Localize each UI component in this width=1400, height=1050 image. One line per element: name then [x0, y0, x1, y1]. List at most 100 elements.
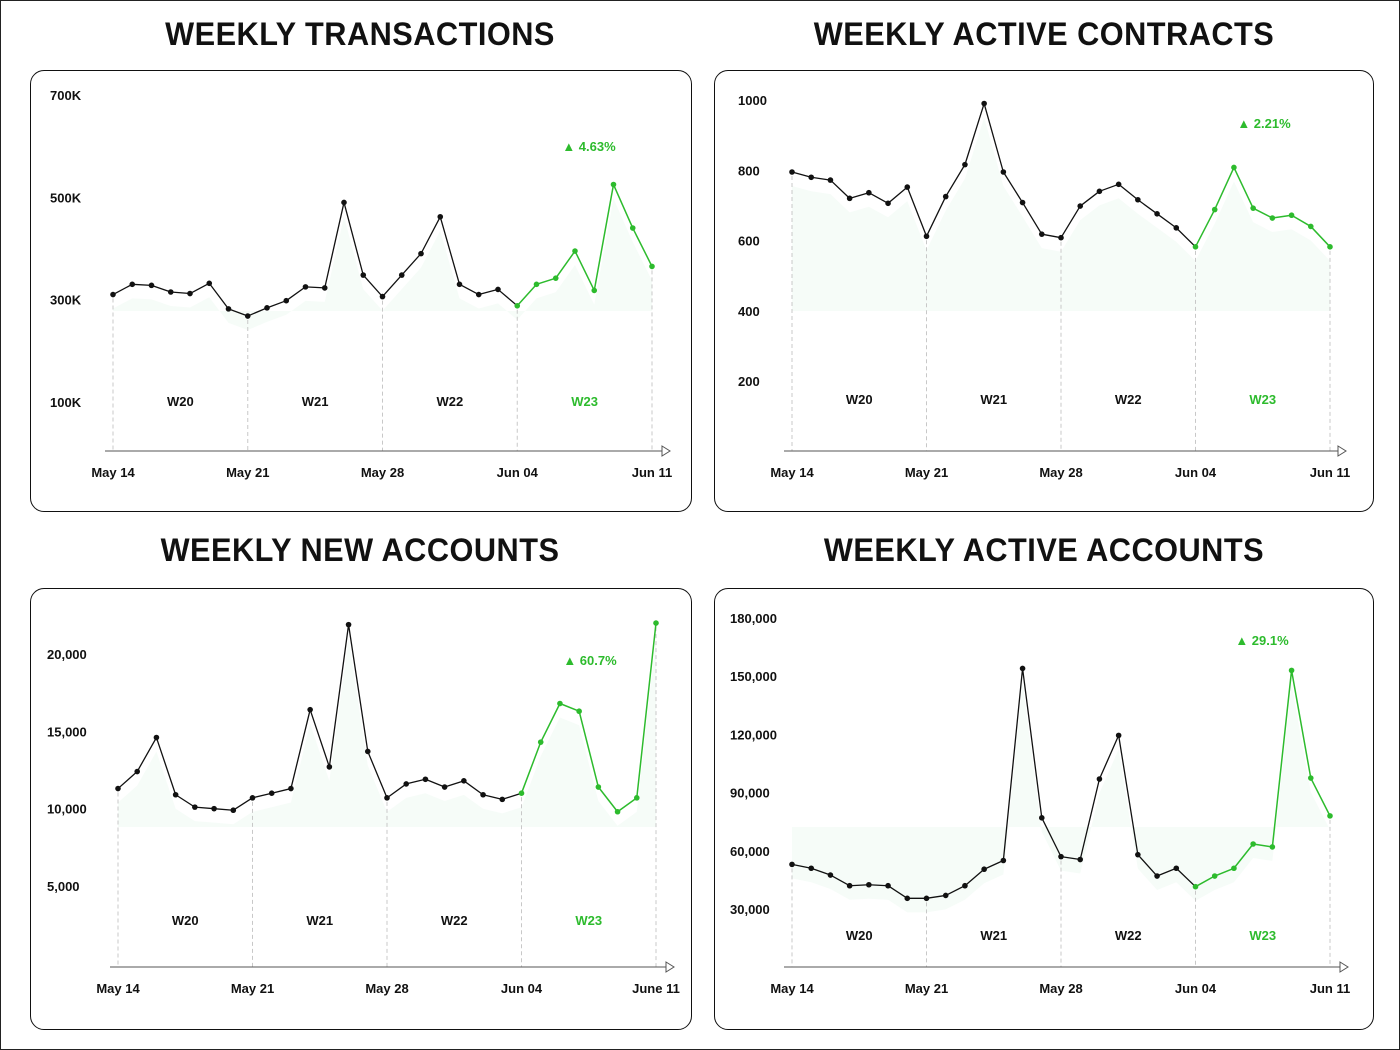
x-tick-label: May 14 — [770, 465, 814, 480]
data-point — [629, 225, 636, 231]
data-point — [326, 764, 333, 770]
x-tick-label: Jun 11 — [1310, 981, 1350, 996]
data-point — [1077, 203, 1084, 209]
data-point — [110, 291, 116, 298]
week-label: W22 — [437, 394, 464, 409]
week-label: W20 — [167, 394, 194, 409]
x-tick-label: Jun 11 — [632, 465, 672, 480]
data-point — [206, 280, 213, 287]
data-point — [268, 790, 275, 796]
data-point — [264, 305, 270, 311]
data-point — [283, 297, 290, 304]
data-point — [1307, 223, 1314, 230]
data-point — [456, 281, 463, 288]
data-point — [230, 807, 237, 814]
change-percent-label: ▲ 60.7% — [563, 653, 617, 668]
data-point — [480, 791, 486, 798]
y-tick-label: 500K — [50, 190, 82, 205]
x-tick-label: May 14 — [91, 465, 135, 480]
week-label: W23 — [571, 394, 598, 409]
data-point — [591, 287, 598, 294]
data-point — [885, 882, 891, 889]
x-tick-label: May 21 — [905, 981, 948, 996]
data-point — [1135, 196, 1141, 203]
data-point — [808, 865, 815, 872]
x-tick-label: Jun 04 — [1175, 981, 1217, 996]
data-point — [557, 700, 563, 707]
week-label: W20 — [846, 928, 873, 943]
series-line — [117, 623, 522, 811]
x-axis-arrow-icon — [1337, 445, 1347, 457]
data-point — [595, 784, 602, 790]
data-point — [1135, 851, 1141, 858]
series-line-highlight — [1194, 166, 1331, 248]
data-point — [1115, 732, 1122, 739]
data-point — [572, 248, 578, 254]
x-tick-label: May 28 — [1039, 465, 1082, 480]
change-percent-label: ▲ 29.1% — [1235, 633, 1289, 648]
data-point — [225, 306, 232, 312]
week-label: W21 — [980, 928, 1007, 943]
data-point — [1192, 883, 1199, 890]
series-line-highlight — [516, 183, 653, 307]
data-point — [1288, 212, 1295, 219]
data-point — [1154, 873, 1160, 879]
data-point — [827, 872, 834, 878]
data-point — [610, 181, 617, 188]
x-axis-arrow-icon — [661, 445, 671, 457]
data-point — [1038, 815, 1045, 821]
x-tick-label: Jun 04 — [497, 465, 539, 480]
data-point — [942, 892, 949, 899]
data-point — [552, 275, 559, 281]
chart-area-glow — [792, 117, 1330, 311]
y-tick-label: 700K — [50, 88, 82, 103]
data-point — [846, 882, 853, 889]
data-point — [789, 861, 795, 868]
data-point — [1250, 841, 1256, 847]
x-tick-label: Jun 04 — [1175, 465, 1217, 480]
x-tick-label: May 28 — [365, 981, 408, 996]
data-point — [398, 272, 405, 278]
x-tick-label: Jun 11 — [1310, 465, 1350, 480]
y-tick-label: 15,000 — [47, 724, 87, 739]
week-label: W21 — [980, 392, 1007, 407]
y-tick-label: 400 — [738, 304, 760, 319]
data-point — [1192, 244, 1199, 250]
data-point — [981, 866, 987, 873]
data-point — [904, 184, 911, 190]
y-tick-label: 60,000 — [730, 844, 770, 859]
data-point — [653, 620, 659, 626]
data-point — [418, 250, 424, 257]
data-point — [499, 796, 506, 803]
data-point — [1211, 873, 1218, 879]
y-tick-label: 180,000 — [730, 611, 777, 626]
data-point — [422, 776, 429, 783]
change-percent-label: ▲ 4.63% — [562, 139, 616, 154]
y-tick-label: 100K — [50, 395, 82, 410]
data-point — [134, 768, 141, 775]
data-point — [518, 790, 525, 796]
data-point — [403, 781, 410, 787]
x-tick-label: May 21 — [905, 465, 948, 480]
data-point — [153, 734, 160, 741]
data-point — [307, 706, 313, 713]
y-tick-label: 200 — [738, 374, 760, 389]
data-point — [167, 289, 174, 295]
data-point — [1000, 857, 1007, 864]
data-point — [384, 795, 390, 801]
data-point — [846, 195, 853, 202]
data-point — [360, 272, 367, 278]
week-label: W21 — [306, 913, 333, 928]
data-point — [244, 313, 251, 319]
x-tick-label: May 28 — [1039, 981, 1082, 996]
data-point — [1173, 225, 1180, 231]
week-label: W23 — [575, 913, 602, 928]
data-point — [1288, 667, 1295, 674]
data-point — [495, 286, 501, 293]
data-point — [172, 791, 179, 798]
data-point — [633, 795, 640, 801]
week-label: W22 — [1115, 392, 1142, 407]
data-point — [1269, 215, 1276, 221]
y-tick-label: 10,000 — [47, 802, 87, 817]
data-point — [1000, 169, 1007, 175]
